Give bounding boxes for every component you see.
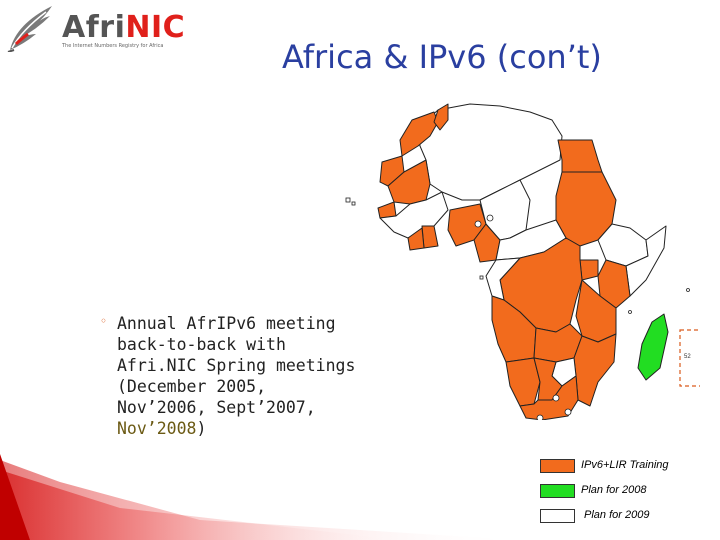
feather-logo-icon [7, 6, 52, 52]
bullet-item: ◦ Annual AfrIPv6 meeting back-to-back wi… [100, 313, 362, 439]
country-south-africa [519, 375, 579, 420]
country-mozambique [573, 333, 617, 407]
country-tunisia [433, 103, 449, 131]
logo-wordmark: AfriNIC [62, 10, 186, 45]
country-sudan [555, 171, 617, 247]
country-morocco [399, 111, 439, 157]
island-label: 52 [684, 354, 691, 360]
slide-title: Africa & IPv6 (con’t) [282, 38, 602, 76]
country-somalia [625, 225, 667, 297]
legend-swatch [540, 484, 575, 498]
bullet-ring-icon: ◦ [100, 314, 108, 328]
africa-map: 52 [345, 103, 700, 420]
country-mauritania [387, 159, 431, 205]
country-ghana [421, 225, 439, 249]
afrinic-logo: AfriNIC The Internet Numbers Registry fo… [6, 4, 196, 52]
decorative-swoosh [0, 454, 520, 540]
legend-swatch [540, 509, 575, 523]
bullet-text: Annual AfrIPv6 meeting back-to-back with… [117, 314, 356, 438]
logo-tagline: The Internet Numbers Registry for Africa [62, 43, 164, 49]
country-namibia [505, 357, 541, 407]
country-senegal [377, 201, 397, 219]
country-cote-ivoire [407, 227, 425, 251]
country-madagascar [637, 313, 669, 381]
legend-swatch [540, 459, 575, 473]
country-egypt [557, 139, 603, 173]
country-uganda [579, 259, 599, 281]
